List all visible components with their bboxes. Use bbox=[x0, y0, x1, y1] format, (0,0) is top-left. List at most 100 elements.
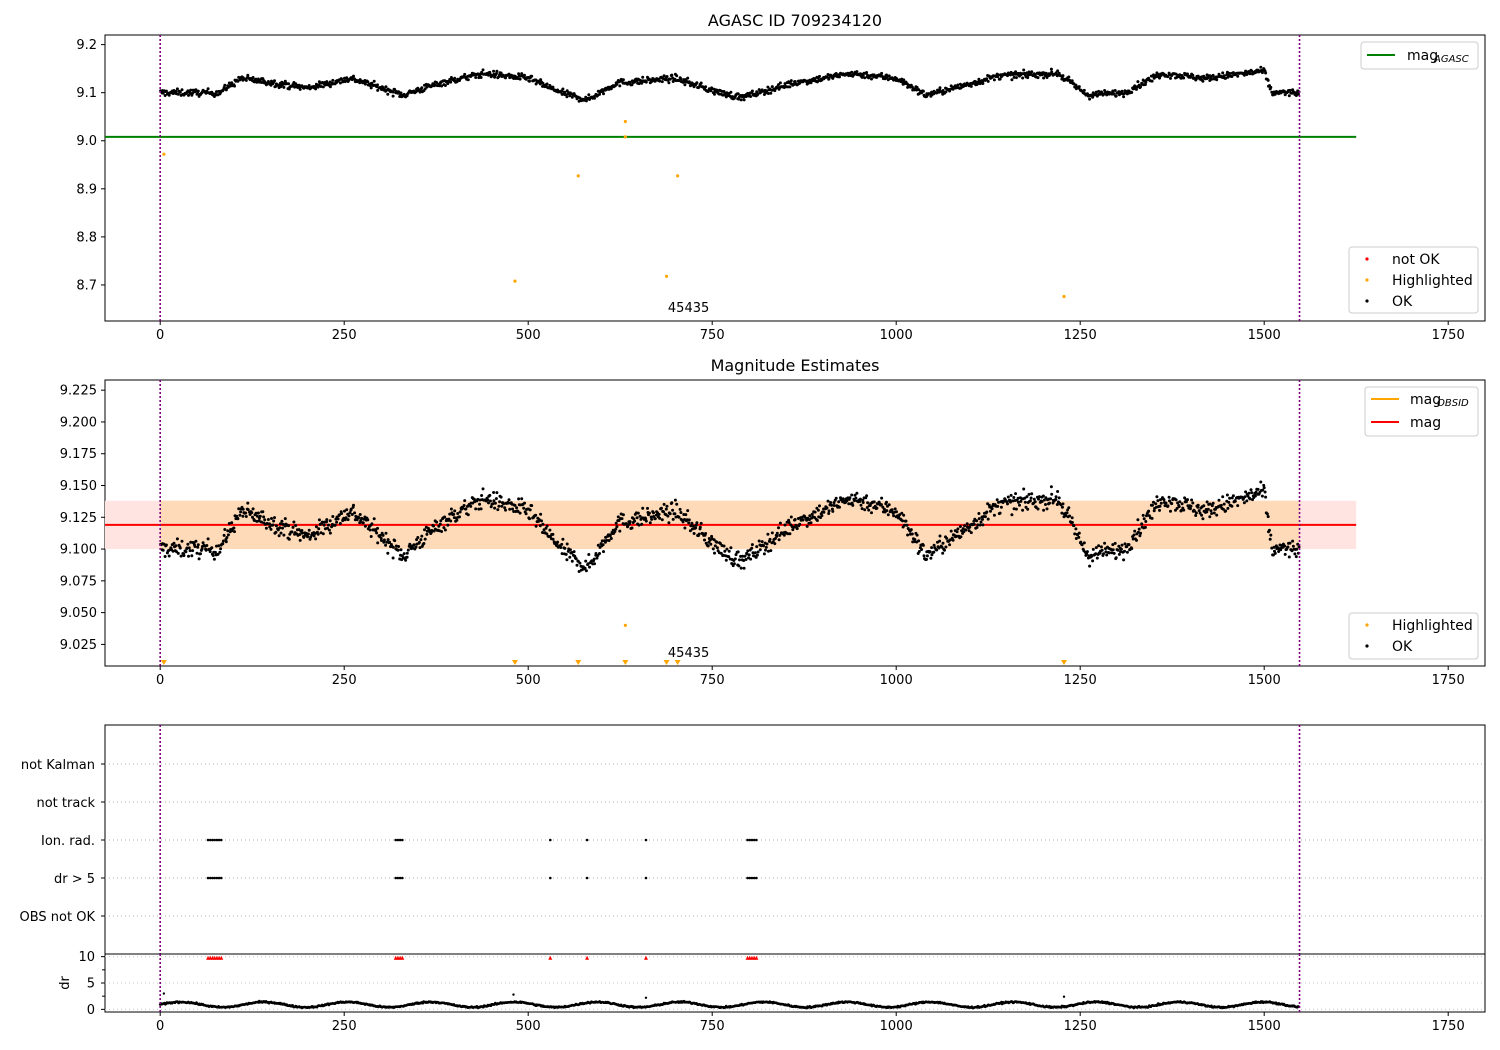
ok-point bbox=[184, 550, 188, 554]
ok-point bbox=[442, 526, 446, 530]
ok-point bbox=[391, 545, 395, 549]
ok-point bbox=[1268, 537, 1272, 541]
ok-point bbox=[1225, 493, 1229, 497]
ok-point bbox=[399, 91, 403, 95]
ok-point bbox=[1179, 508, 1183, 512]
x-tick-label: 1250 bbox=[1064, 1019, 1097, 1034]
ok-point bbox=[1032, 497, 1036, 501]
ok-point bbox=[368, 528, 372, 532]
ok-point bbox=[320, 520, 324, 524]
ok-point bbox=[493, 501, 497, 505]
ok-point bbox=[1283, 544, 1287, 548]
ok-point bbox=[1012, 496, 1016, 499]
ok-point bbox=[466, 513, 470, 517]
ok-point bbox=[268, 522, 271, 526]
ok-point bbox=[1147, 509, 1151, 513]
flag-point bbox=[548, 876, 552, 880]
ok-point bbox=[944, 90, 948, 94]
ok-point bbox=[376, 541, 380, 545]
flag-point bbox=[398, 838, 402, 842]
y-tick-label: 9.225 bbox=[60, 384, 97, 399]
ok-point bbox=[787, 521, 791, 524]
highlighted-points bbox=[623, 623, 627, 627]
ok-point bbox=[1028, 499, 1032, 503]
ok-point bbox=[522, 506, 526, 510]
ok-point bbox=[193, 545, 197, 548]
ok-point bbox=[681, 520, 685, 524]
ok-point bbox=[943, 548, 946, 552]
ok-point bbox=[649, 515, 653, 519]
ok-point bbox=[692, 532, 696, 535]
ok-point bbox=[832, 501, 836, 505]
ok-point bbox=[269, 527, 273, 531]
ok-point bbox=[1287, 555, 1291, 559]
ok-point bbox=[1091, 559, 1095, 563]
ok-point bbox=[913, 538, 917, 541]
obsid-annotation: 45435 bbox=[668, 646, 709, 661]
x-tick-label: 1000 bbox=[880, 673, 913, 688]
x-tick-label: 500 bbox=[516, 1019, 541, 1034]
ok-point bbox=[561, 537, 565, 541]
ok-point bbox=[1254, 490, 1258, 494]
ok-point bbox=[977, 512, 981, 515]
ok-point bbox=[686, 76, 690, 80]
ok-point bbox=[176, 92, 180, 96]
ok-point bbox=[1114, 94, 1118, 98]
ok-point bbox=[319, 85, 323, 88]
ok-point bbox=[205, 544, 209, 547]
ok-point bbox=[637, 523, 641, 527]
ok-point bbox=[539, 512, 543, 516]
ok-point bbox=[1244, 490, 1248, 494]
legend-mag-agasc-label: mag bbox=[1407, 48, 1438, 64]
ok-point bbox=[1189, 504, 1193, 508]
ok-point bbox=[1094, 90, 1098, 94]
ok-point bbox=[381, 533, 385, 537]
ok-point bbox=[1256, 487, 1260, 491]
ok-point bbox=[719, 551, 723, 555]
dr-flagged-points bbox=[206, 955, 759, 960]
ok-point bbox=[1023, 500, 1027, 504]
ok-point bbox=[372, 517, 376, 521]
ok-point bbox=[736, 550, 740, 554]
ok-point bbox=[366, 518, 370, 522]
ok-point bbox=[477, 507, 481, 511]
ok-point bbox=[638, 514, 642, 518]
ok-point bbox=[601, 543, 605, 547]
ok-point bbox=[904, 519, 908, 523]
ok-point bbox=[292, 520, 296, 524]
ok-point bbox=[1010, 78, 1014, 82]
ok-point bbox=[439, 519, 443, 523]
ok-point bbox=[1205, 500, 1209, 504]
ok-point bbox=[227, 81, 231, 85]
ok-point bbox=[880, 496, 884, 500]
ok-point bbox=[1009, 70, 1013, 74]
ok-point bbox=[744, 558, 748, 561]
dr-points bbox=[158, 992, 1301, 1010]
ok-point bbox=[325, 80, 329, 84]
ok-point bbox=[461, 506, 465, 510]
ok-point bbox=[1091, 547, 1095, 551]
highlighted-point bbox=[623, 135, 627, 139]
ok-point bbox=[447, 517, 451, 521]
ok-point bbox=[1114, 556, 1118, 560]
ok-point bbox=[187, 554, 190, 558]
ok-point bbox=[397, 90, 401, 94]
ok-point bbox=[167, 554, 171, 558]
ok-point bbox=[679, 511, 683, 514]
ok-point bbox=[1293, 552, 1297, 556]
ok-point bbox=[640, 522, 644, 526]
ok-point bbox=[1227, 500, 1231, 504]
ok-point bbox=[1105, 553, 1109, 557]
ok-point bbox=[1049, 497, 1053, 501]
ok-point bbox=[164, 543, 168, 547]
ok-point bbox=[766, 85, 770, 89]
ok-point bbox=[449, 80, 453, 84]
flag-point bbox=[219, 876, 223, 880]
ok-point bbox=[658, 79, 662, 83]
ok-point bbox=[618, 84, 622, 88]
ok-point bbox=[670, 73, 674, 77]
ok-point bbox=[279, 531, 283, 535]
y-tick-label: 9.150 bbox=[60, 479, 97, 494]
ok-point bbox=[1042, 76, 1046, 80]
ok-point bbox=[1095, 556, 1099, 560]
